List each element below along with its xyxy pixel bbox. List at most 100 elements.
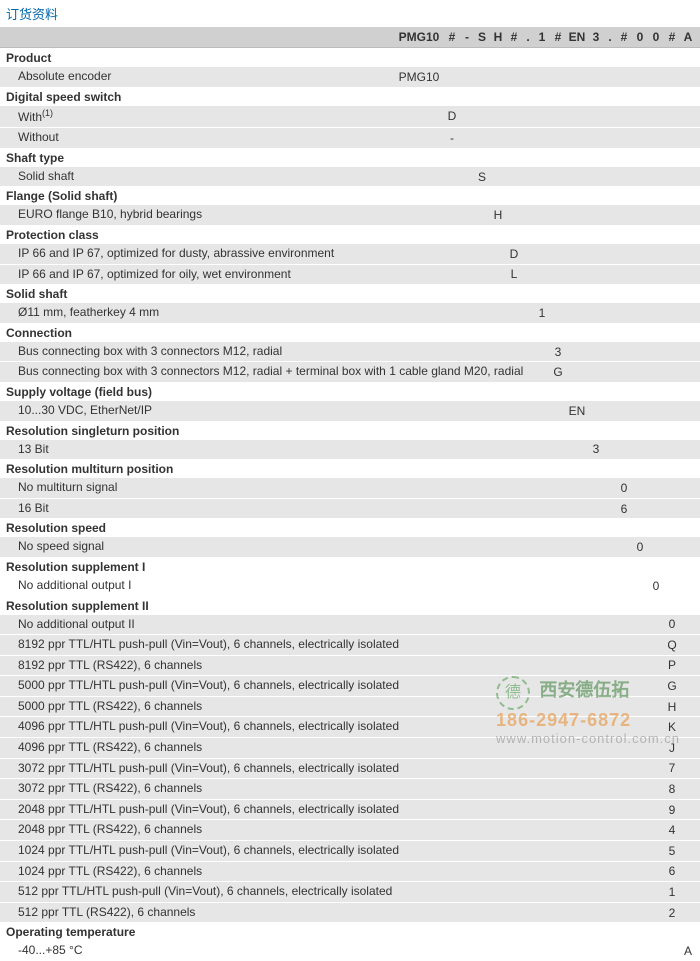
option-codes: PMG10 (394, 70, 696, 84)
option-row: Without- (0, 127, 700, 148)
option-label: With(1) (18, 108, 444, 126)
option-codes: 0 (616, 481, 696, 495)
option-codes: 8 (664, 782, 696, 796)
option-row: Solid shaftS (0, 166, 700, 187)
option-codes: 9 (664, 803, 696, 817)
option-code: Q (664, 638, 680, 652)
option-label: 2048 ppr TTL/HTL push-pull (Vin=Vout), 6… (18, 802, 664, 818)
option-code: 6 (664, 864, 680, 878)
watermark-phone: 186-2947-6872 (496, 710, 680, 731)
option-code: 5 (664, 844, 680, 858)
option-code: D (444, 109, 460, 123)
option-label: 10...30 VDC, EtherNet/IP (18, 403, 566, 419)
section-head: Resolution multiturn position (0, 459, 700, 477)
option-row: No additional output II0 (0, 614, 700, 635)
header-code-c12: # (616, 30, 632, 44)
option-label: IP 66 and IP 67, optimized for dusty, ab… (18, 246, 506, 262)
option-label: Solid shaft (18, 169, 474, 185)
option-code: PMG10 (394, 70, 444, 84)
option-codes: 0 (648, 579, 696, 593)
option-row: No speed signal0 (0, 536, 700, 557)
section-head: Resolution singleturn position (0, 421, 700, 439)
option-label: Without (18, 130, 444, 146)
header-code-c4: H (490, 30, 506, 44)
option-row: 16 Bit6 (0, 498, 700, 519)
option-code: - (444, 131, 460, 145)
header-code-c0: PMG10 (394, 30, 444, 44)
option-label: Bus connecting box with 3 connectors M12… (18, 344, 550, 360)
option-label: Bus connecting box with 3 connectors M12… (18, 364, 550, 380)
option-row: 13 Bit3 (0, 439, 700, 460)
option-code: S (474, 170, 490, 184)
option-code: 0 (648, 579, 664, 593)
header-code-c3: S (474, 30, 490, 44)
option-codes: D (506, 247, 696, 261)
header-code-c15: # (664, 30, 680, 44)
option-label: -40...+85 °C (18, 943, 680, 959)
option-row: IP 66 and IP 67, optimized for oily, wet… (0, 264, 700, 285)
option-codes: Q (664, 638, 696, 652)
option-row: Ø11 mm, featherkey 4 mm1 (0, 302, 700, 323)
option-codes: 7 (664, 761, 696, 775)
option-codes: A (680, 944, 696, 958)
option-label: 2048 ppr TTL (RS422), 6 channels (18, 822, 664, 838)
option-label: 1024 ppr TTL (RS422), 6 channels (18, 864, 664, 880)
option-row: 10...30 VDC, EtherNet/IPEN (0, 400, 700, 421)
section-head: Operating temperature (0, 922, 700, 940)
option-code: 8 (664, 782, 680, 796)
option-code: 0 (664, 617, 680, 631)
option-label: 16 Bit (18, 501, 616, 517)
option-codes: G (550, 365, 696, 379)
option-codes: - (444, 131, 696, 145)
option-row: 8192 ppr TTL/HTL push-pull (Vin=Vout), 6… (0, 634, 700, 655)
option-label: No multiturn signal (18, 480, 616, 496)
option-label: 512 ppr TTL/HTL push-pull (Vin=Vout), 6 … (18, 884, 664, 900)
option-code: 0 (616, 481, 632, 495)
option-code: 1 (664, 885, 680, 899)
header-code-c16: A (680, 30, 696, 44)
page-title: 订货资料 (0, 0, 700, 27)
option-codes: 6 (616, 502, 696, 516)
header-code-c5: # (506, 30, 522, 44)
option-code: 4 (664, 823, 680, 837)
option-row: Absolute encoderPMG10 (0, 66, 700, 87)
option-label: No additional output II (18, 617, 664, 633)
option-code: 0 (632, 540, 648, 554)
option-row: No additional output I0 (0, 575, 700, 596)
section-head: Supply voltage (field bus) (0, 382, 700, 400)
header-code-c7: 1 (534, 30, 550, 44)
option-label: 3072 ppr TTL/HTL push-pull (Vin=Vout), 6… (18, 761, 664, 777)
option-row: 2048 ppr TTL (RS422), 6 channels4 (0, 819, 700, 840)
option-code: L (506, 267, 522, 281)
option-codes: 0 (664, 617, 696, 631)
option-codes: L (506, 267, 696, 281)
section-head: Digital speed switch (0, 87, 700, 105)
option-label: Ø11 mm, featherkey 4 mm (18, 305, 534, 321)
option-label: Absolute encoder (18, 69, 394, 85)
option-codes: D (444, 109, 696, 123)
option-row: 512 ppr TTL/HTL push-pull (Vin=Vout), 6 … (0, 881, 700, 902)
option-codes: 1 (664, 885, 696, 899)
option-code: D (506, 247, 522, 261)
option-label: EURO flange B10, hybrid bearings (18, 207, 490, 223)
option-label: 3072 ppr TTL (RS422), 6 channels (18, 781, 664, 797)
option-code: 3 (588, 442, 604, 456)
option-codes: 3 (588, 442, 696, 456)
option-code: 2 (664, 906, 680, 920)
option-codes: 1 (534, 306, 696, 320)
option-row: 1024 ppr TTL/HTL push-pull (Vin=Vout), 6… (0, 840, 700, 861)
header-code-c10: 3 (588, 30, 604, 44)
option-codes: 5 (664, 844, 696, 858)
code-header-row: PMG10#-SH#.1#EN3.#00#A (0, 27, 700, 48)
option-codes: 6 (664, 864, 696, 878)
watermark-url: www.motion-control.com.cn (496, 731, 680, 746)
header-code-c13: 0 (632, 30, 648, 44)
option-code: 6 (616, 502, 632, 516)
section-head: Product (0, 48, 700, 66)
option-label: 512 ppr TTL (RS422), 6 channels (18, 905, 664, 921)
option-codes: H (490, 208, 696, 222)
option-codes: 0 (632, 540, 696, 554)
header-code-c6: . (522, 30, 534, 44)
option-row: 512 ppr TTL (RS422), 6 channels2 (0, 902, 700, 923)
option-code: P (664, 658, 680, 672)
